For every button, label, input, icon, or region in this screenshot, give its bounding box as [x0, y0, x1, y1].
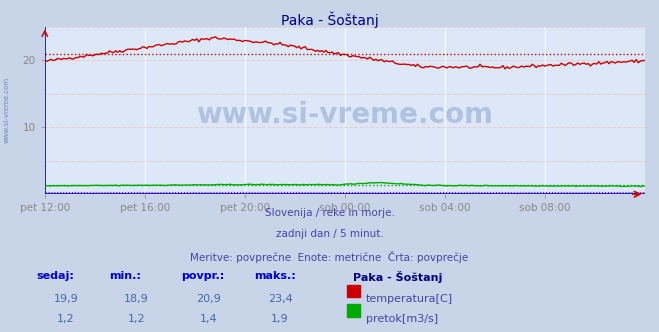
- Text: maks.:: maks.:: [254, 271, 295, 281]
- Text: 1,4: 1,4: [200, 314, 217, 324]
- Text: 1,2: 1,2: [128, 314, 145, 324]
- Text: www.si-vreme.com: www.si-vreme.com: [196, 101, 493, 129]
- Text: pretok[m3/s]: pretok[m3/s]: [366, 314, 438, 324]
- Text: www.si-vreme.com: www.si-vreme.com: [3, 76, 10, 143]
- Text: Paka - Šoštanj: Paka - Šoštanj: [281, 12, 378, 28]
- Text: Meritve: povprečne  Enote: metrične  Črta: povprečje: Meritve: povprečne Enote: metrične Črta:…: [190, 251, 469, 263]
- Text: min.:: min.:: [109, 271, 140, 281]
- Text: 1,2: 1,2: [57, 314, 74, 324]
- Text: zadnji dan / 5 minut.: zadnji dan / 5 minut.: [275, 229, 384, 239]
- Text: Slovenija / reke in morje.: Slovenija / reke in morje.: [264, 208, 395, 217]
- Text: Paka - Šoštanj: Paka - Šoštanj: [353, 271, 442, 283]
- Text: temperatura[C]: temperatura[C]: [366, 294, 453, 304]
- Text: 1,9: 1,9: [272, 314, 289, 324]
- Text: povpr.:: povpr.:: [181, 271, 225, 281]
- Text: 19,9: 19,9: [53, 294, 78, 304]
- Text: 18,9: 18,9: [124, 294, 149, 304]
- Text: 23,4: 23,4: [268, 294, 293, 304]
- Text: 20,9: 20,9: [196, 294, 221, 304]
- Text: sedaj:: sedaj:: [36, 271, 74, 281]
